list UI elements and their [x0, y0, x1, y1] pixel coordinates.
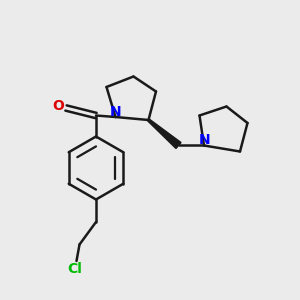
Text: O: O	[52, 100, 64, 113]
Text: Cl: Cl	[68, 262, 82, 276]
Text: N: N	[110, 105, 121, 118]
Text: N: N	[199, 133, 210, 147]
Polygon shape	[148, 119, 181, 148]
